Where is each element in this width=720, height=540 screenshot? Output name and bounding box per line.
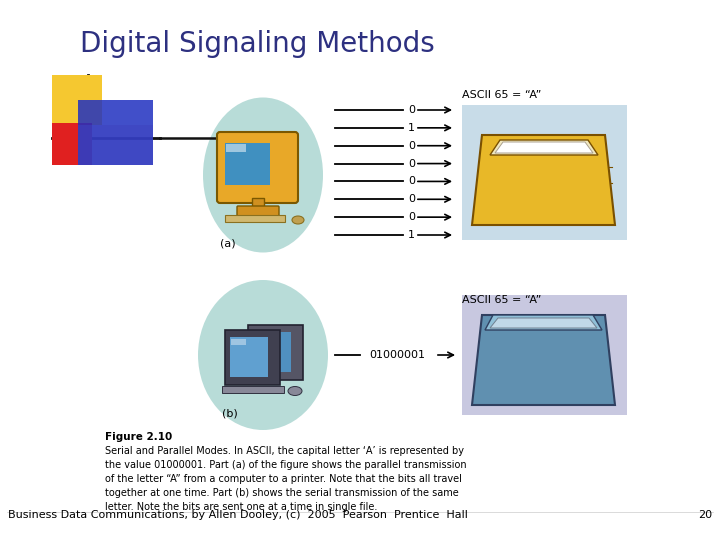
- Polygon shape: [490, 318, 597, 328]
- Ellipse shape: [292, 216, 304, 224]
- Text: Serial and Parallel Modes. In ASCII, the capital letter ‘A’ is represented by
th: Serial and Parallel Modes. In ASCII, the…: [105, 446, 467, 512]
- Polygon shape: [472, 135, 615, 225]
- Polygon shape: [485, 315, 602, 330]
- Text: Figure 2.10: Figure 2.10: [105, 432, 172, 442]
- FancyBboxPatch shape: [237, 206, 279, 216]
- Ellipse shape: [198, 280, 328, 430]
- Polygon shape: [495, 142, 593, 153]
- Bar: [78, 100, 153, 165]
- Bar: [253, 332, 291, 372]
- Text: 0: 0: [408, 159, 415, 168]
- Text: ASCII 65 = “A”: ASCII 65 = “A”: [462, 295, 541, 305]
- Text: 01000001: 01000001: [369, 350, 426, 360]
- Bar: [225, 143, 270, 185]
- Bar: [78, 125, 153, 165]
- Bar: [225, 330, 280, 385]
- Text: (a): (a): [220, 238, 235, 248]
- Bar: [248, 325, 303, 380]
- Text: 0: 0: [408, 105, 415, 115]
- Text: 1: 1: [408, 123, 415, 133]
- Bar: [52, 123, 92, 165]
- Polygon shape: [472, 315, 615, 405]
- Polygon shape: [490, 140, 598, 155]
- Text: 0: 0: [408, 141, 415, 151]
- Text: 0: 0: [408, 177, 415, 186]
- Text: Digital Signaling Methods: Digital Signaling Methods: [80, 30, 435, 58]
- Text: 0: 0: [408, 212, 415, 222]
- Ellipse shape: [288, 387, 302, 395]
- Bar: [462, 105, 627, 240]
- Text: (b): (b): [222, 408, 238, 418]
- Ellipse shape: [203, 98, 323, 253]
- FancyBboxPatch shape: [217, 132, 298, 203]
- Text: ASCII 65 = “A”: ASCII 65 = “A”: [462, 90, 541, 100]
- Bar: [52, 75, 102, 125]
- Bar: [222, 386, 284, 393]
- Bar: [252, 198, 264, 210]
- Text: 20: 20: [698, 510, 712, 520]
- Bar: [225, 215, 285, 222]
- Text: 0: 0: [408, 194, 415, 204]
- Bar: [226, 144, 246, 152]
- Bar: [230, 337, 268, 377]
- Text: Business Data Communications, by Allen Dooley, (c)  2005  Pearson  Prentice  Hal: Business Data Communications, by Allen D…: [8, 510, 468, 520]
- Text: 1: 1: [408, 230, 415, 240]
- Bar: [462, 295, 627, 415]
- Bar: [231, 339, 246, 345]
